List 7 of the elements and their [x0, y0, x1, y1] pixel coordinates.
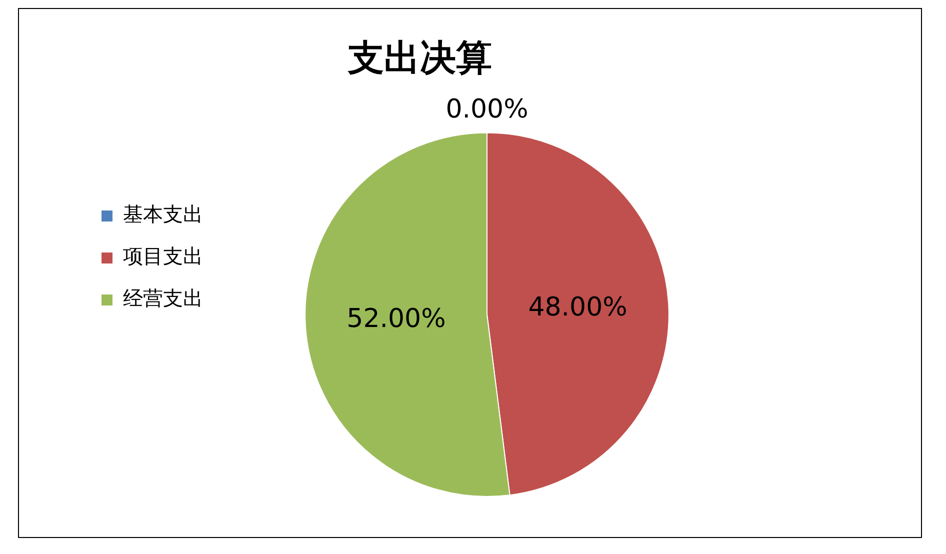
- chart-title: 支出决算: [347, 38, 492, 79]
- data-label: 48.00%: [528, 292, 628, 323]
- legend-label: 项目支出: [123, 244, 203, 268]
- text: 0.00%: [446, 94, 528, 124]
- data-label: 52.00%: [346, 304, 446, 334]
- legend-label: 基本支出: [123, 202, 203, 226]
- legend-label: 经营支出: [123, 286, 203, 310]
